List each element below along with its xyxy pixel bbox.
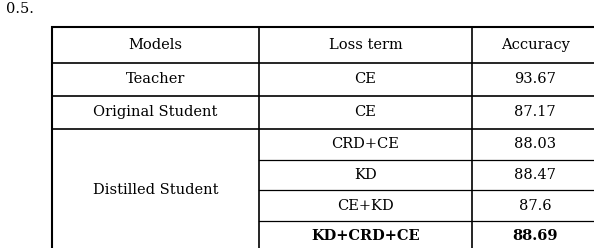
Text: Original Student: Original Student — [93, 105, 217, 119]
Text: KD: KD — [354, 168, 377, 182]
Text: 88.47: 88.47 — [514, 168, 556, 182]
Text: Teacher: Teacher — [126, 72, 185, 86]
Text: Loss term: Loss term — [328, 38, 402, 52]
Text: CE+KD: CE+KD — [337, 199, 394, 213]
Text: 88.03: 88.03 — [514, 137, 557, 151]
Text: CE: CE — [355, 105, 377, 119]
Text: KD+CRD+CE: KD+CRD+CE — [311, 229, 420, 244]
Text: Distilled Student: Distilled Student — [93, 183, 218, 197]
Text: 87.6: 87.6 — [519, 199, 552, 213]
Text: Accuracy: Accuracy — [501, 38, 570, 52]
Text: CRD+CE: CRD+CE — [331, 137, 399, 151]
Text: 88.69: 88.69 — [513, 229, 558, 244]
Text: 0.5.: 0.5. — [6, 2, 34, 16]
Text: 87.17: 87.17 — [514, 105, 556, 119]
Text: Models: Models — [128, 38, 182, 52]
Text: 93.67: 93.67 — [514, 72, 556, 86]
Text: CE: CE — [355, 72, 377, 86]
